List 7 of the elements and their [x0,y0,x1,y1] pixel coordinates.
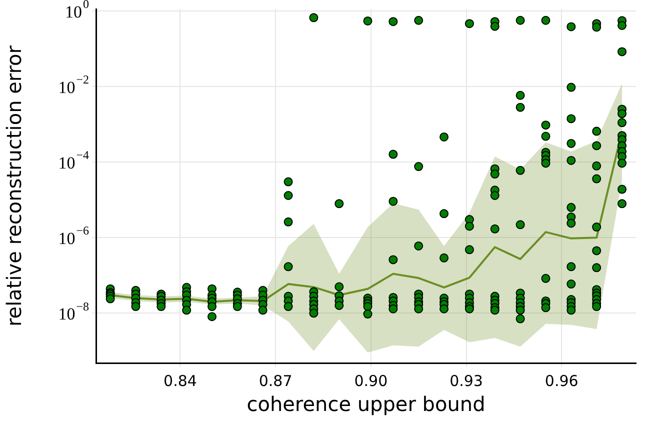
x-axis-title: coherence upper bound [246,392,486,416]
y-axis-title: relative reconstruction error [2,44,26,327]
x-tick-label: 0.93 [450,372,483,390]
x-tick-label: 0.90 [354,372,388,390]
x-tick-label: 0.84 [164,372,197,390]
x-tick-label: 0.96 [544,372,578,390]
x-tick-label: 0.87 [258,372,292,390]
